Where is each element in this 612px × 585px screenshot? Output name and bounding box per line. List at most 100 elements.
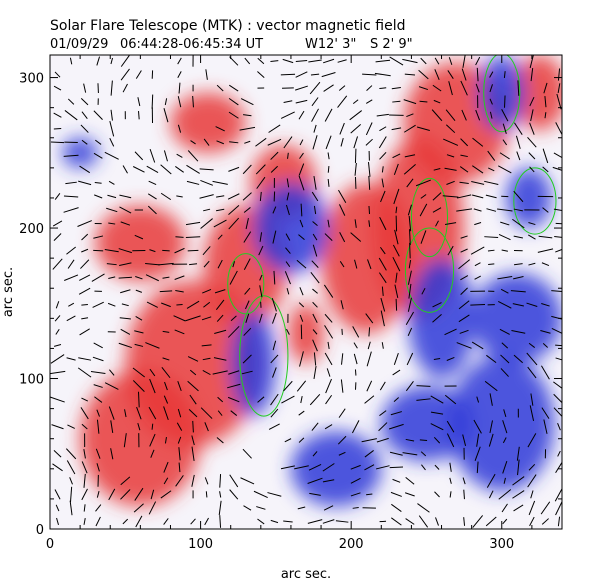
field-vector bbox=[460, 154, 468, 158]
field-vector bbox=[199, 194, 214, 199]
field-vector bbox=[327, 152, 330, 160]
field-vector bbox=[418, 69, 429, 80]
field-vector bbox=[555, 500, 562, 516]
field-vector bbox=[449, 477, 452, 484]
field-vector bbox=[228, 166, 240, 172]
x-tick-label: 0 bbox=[46, 537, 54, 552]
field-vector bbox=[432, 84, 442, 92]
field-vector bbox=[530, 67, 534, 82]
field-vector bbox=[228, 111, 239, 119]
field-vector bbox=[104, 151, 119, 160]
field-vector bbox=[163, 395, 169, 404]
field-vector bbox=[324, 352, 333, 366]
field-vector bbox=[513, 235, 524, 239]
field-vector bbox=[472, 165, 484, 174]
field-vector bbox=[120, 489, 131, 500]
field-vector bbox=[244, 287, 251, 295]
field-vector bbox=[476, 433, 480, 447]
field-vector bbox=[406, 178, 414, 188]
field-vector bbox=[310, 272, 320, 284]
field-vector bbox=[391, 517, 402, 526]
field-vector bbox=[96, 463, 100, 472]
field-vector bbox=[499, 328, 510, 335]
field-vector bbox=[421, 287, 426, 295]
field-vector bbox=[393, 397, 400, 403]
field-vector bbox=[435, 517, 439, 526]
field-vector bbox=[67, 98, 75, 105]
field-vector bbox=[134, 151, 144, 161]
field-vector bbox=[557, 422, 561, 431]
field-vector bbox=[132, 367, 146, 378]
field-vector bbox=[149, 433, 156, 447]
field-vector bbox=[162, 357, 170, 361]
field-vector bbox=[528, 262, 536, 266]
field-vector bbox=[203, 301, 211, 308]
field-vector bbox=[108, 406, 115, 420]
field-vector bbox=[337, 95, 348, 108]
field-vector bbox=[205, 491, 208, 498]
field-vector bbox=[270, 151, 279, 160]
field-vector bbox=[444, 394, 457, 405]
negative-polarity-region bbox=[62, 137, 99, 168]
field-vector bbox=[409, 242, 411, 259]
field-vector bbox=[108, 180, 115, 185]
field-vector bbox=[327, 166, 330, 173]
field-vector bbox=[187, 249, 199, 252]
field-vector bbox=[501, 109, 509, 122]
field-vector bbox=[444, 222, 457, 225]
field-vector bbox=[368, 220, 371, 227]
field-vector bbox=[380, 310, 385, 327]
field-vector bbox=[80, 407, 89, 420]
field-vector bbox=[421, 464, 426, 471]
field-vector bbox=[474, 221, 482, 226]
field-vector bbox=[212, 370, 228, 375]
field-vector bbox=[471, 341, 484, 350]
field-vector bbox=[286, 287, 290, 295]
field-vector bbox=[554, 487, 562, 502]
field-vector bbox=[119, 194, 132, 199]
field-vector bbox=[433, 357, 441, 360]
field-vector bbox=[132, 380, 145, 393]
field-vector bbox=[232, 261, 236, 268]
field-vector bbox=[403, 99, 417, 105]
field-vector bbox=[270, 165, 278, 173]
field-vector bbox=[175, 236, 184, 238]
field-vector bbox=[339, 122, 345, 135]
contour-line bbox=[404, 227, 455, 313]
field-vector bbox=[543, 419, 548, 434]
field-vector bbox=[178, 462, 181, 473]
field-vector bbox=[448, 57, 453, 65]
field-vector bbox=[245, 313, 250, 323]
field-vector bbox=[354, 259, 358, 269]
field-vector bbox=[272, 367, 277, 378]
field-vector bbox=[501, 342, 509, 349]
field-vector bbox=[122, 83, 128, 93]
field-vector bbox=[178, 82, 181, 94]
field-vector bbox=[395, 206, 398, 214]
field-vector bbox=[77, 220, 92, 227]
field-vector bbox=[285, 204, 290, 216]
field-vector bbox=[94, 139, 102, 145]
field-vector bbox=[462, 434, 467, 447]
field-vector bbox=[285, 247, 291, 254]
field-vector bbox=[434, 491, 440, 498]
field-vector bbox=[374, 72, 391, 77]
field-vector bbox=[434, 69, 440, 81]
field-vector bbox=[83, 504, 86, 512]
field-vector bbox=[449, 491, 452, 498]
field-vector bbox=[354, 162, 357, 176]
field-vector bbox=[257, 396, 265, 403]
field-vector bbox=[312, 301, 318, 308]
x-tick-label: 200 bbox=[339, 537, 364, 552]
field-vector bbox=[50, 354, 65, 364]
field-vector bbox=[391, 503, 402, 512]
field-vector bbox=[119, 262, 132, 266]
field-vector bbox=[136, 406, 142, 420]
field-vector bbox=[498, 234, 511, 241]
field-vector bbox=[500, 368, 509, 377]
field-vector bbox=[159, 290, 173, 293]
field-vector bbox=[90, 371, 106, 374]
field-vector bbox=[273, 270, 276, 285]
field-vector bbox=[124, 409, 127, 418]
field-vector bbox=[335, 520, 349, 523]
